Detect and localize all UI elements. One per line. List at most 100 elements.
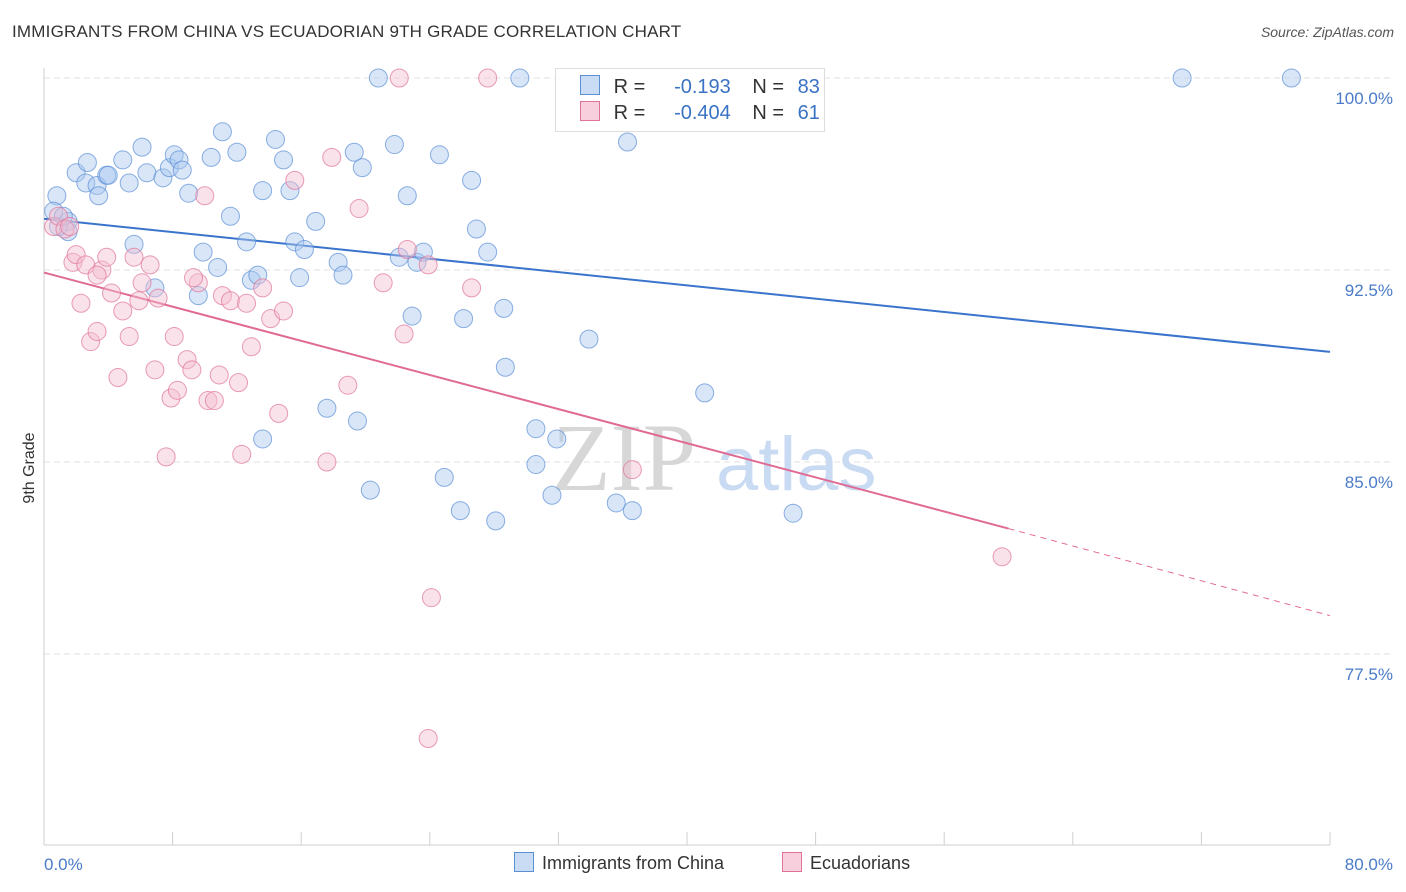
data-points — [44, 68, 1301, 748]
point-ecuadorian — [269, 403, 289, 423]
point-ecuadorian — [198, 391, 218, 411]
watermark: ZIP atlas — [552, 404, 877, 511]
point-ecuadorian — [124, 247, 144, 267]
legend-r-value: -0.404 — [674, 102, 731, 124]
point-ecuadorian — [220, 291, 240, 311]
point-china — [119, 173, 139, 193]
point-ecuadorian — [349, 199, 369, 219]
point-ecuadorian — [161, 388, 181, 408]
point-china — [145, 278, 165, 298]
point-china — [542, 485, 562, 505]
point-ecuadorian — [462, 278, 482, 298]
point-china — [253, 181, 273, 201]
point-china — [618, 132, 638, 152]
x-tick-label: 0.0% — [44, 855, 83, 874]
point-china — [360, 480, 380, 500]
point-ecuadorian — [478, 68, 498, 88]
point-ecuadorian — [129, 291, 149, 311]
point-china — [328, 252, 348, 272]
point-china — [227, 142, 247, 162]
point-ecuadorian — [81, 332, 101, 352]
point-china — [317, 398, 337, 418]
trend-line-ecuadorian — [43, 271, 1009, 530]
point-china — [179, 183, 199, 203]
point-china — [89, 186, 109, 206]
point-ecuadorian — [177, 350, 197, 370]
legend-n-label: N = — [752, 76, 785, 98]
y-axis-label: 9th Grade — [21, 432, 38, 503]
legend-row-pink: R = -0.404 N = 61 — [580, 101, 820, 127]
point-ecuadorian — [253, 278, 273, 298]
point-ecuadorian — [992, 547, 1012, 567]
point-china — [77, 152, 97, 172]
point-china — [462, 170, 482, 190]
point-china — [579, 329, 599, 349]
legend-n-value: 61 — [797, 102, 820, 124]
point-china — [526, 455, 546, 475]
point-china — [495, 357, 515, 377]
watermark-zip: ZIP — [552, 404, 696, 511]
trend-line-china — [43, 217, 1331, 353]
point-china — [280, 181, 300, 201]
point-ecuadorian — [87, 265, 107, 285]
point-china — [285, 232, 305, 252]
point-ecuadorian — [418, 728, 438, 748]
point-china — [220, 206, 240, 226]
point-ecuadorian — [322, 147, 342, 167]
point-china — [622, 501, 642, 521]
y-tick-label: 100.0% — [1335, 89, 1393, 108]
point-china — [450, 501, 470, 521]
point-ecuadorian — [66, 245, 86, 265]
legend-swatch-blue — [514, 852, 534, 872]
legend-swatch-blue — [580, 75, 600, 95]
point-ecuadorian — [338, 375, 358, 395]
point-ecuadorian — [148, 288, 168, 308]
legend-r-label: R = — [613, 76, 646, 98]
point-china — [253, 429, 273, 449]
point-china — [193, 242, 213, 262]
y-tick-label: 77.5% — [1345, 665, 1393, 684]
point-ecuadorian — [204, 391, 224, 411]
source-label: Source: ZipAtlas.com — [1260, 24, 1394, 40]
point-ecuadorian — [183, 268, 203, 288]
point-ecuadorian — [140, 255, 160, 275]
point-china — [494, 298, 514, 318]
point-ecuadorian — [209, 365, 229, 385]
point-ecuadorian — [241, 337, 261, 357]
point-ecuadorian — [87, 321, 107, 341]
point-china — [172, 160, 192, 180]
point-china — [333, 265, 353, 285]
bottom-legend-series1: Immigrants from China — [514, 852, 724, 874]
point-ecuadorian — [60, 216, 80, 236]
point-china — [265, 129, 285, 149]
point-china — [169, 150, 189, 170]
point-china — [98, 165, 118, 185]
point-china — [1172, 68, 1192, 88]
point-ecuadorian — [389, 68, 409, 88]
legend-label: Immigrants from China — [542, 853, 725, 873]
point-ecuadorian — [108, 368, 128, 388]
point-ecuadorian — [182, 360, 202, 380]
point-ecuadorian — [285, 170, 305, 190]
stats-legend: R = -0.193 N = 83 R = -0.404 N = 61 — [555, 68, 825, 132]
legend-swatch-pink — [580, 101, 600, 121]
legend-n-label: N = — [752, 102, 785, 124]
point-china — [466, 219, 486, 239]
trend-line-ecuadorian-extension — [1008, 528, 1331, 617]
legend-swatch-pink — [782, 852, 802, 872]
point-china — [1281, 68, 1301, 88]
point-ecuadorian — [145, 360, 165, 380]
chart-title: IMMIGRANTS FROM CHINA VS ECUADORIAN 9TH … — [12, 22, 682, 41]
point-china — [486, 511, 506, 531]
bottom-legend-series2: Ecuadorians — [782, 852, 910, 874]
point-china — [137, 163, 157, 183]
point-china — [241, 270, 261, 290]
point-china — [389, 247, 409, 267]
point-china — [153, 168, 173, 188]
point-china — [347, 411, 367, 431]
point-china — [290, 268, 310, 288]
point-ecuadorian — [317, 452, 337, 472]
point-china — [237, 232, 257, 252]
point-china — [434, 467, 454, 487]
